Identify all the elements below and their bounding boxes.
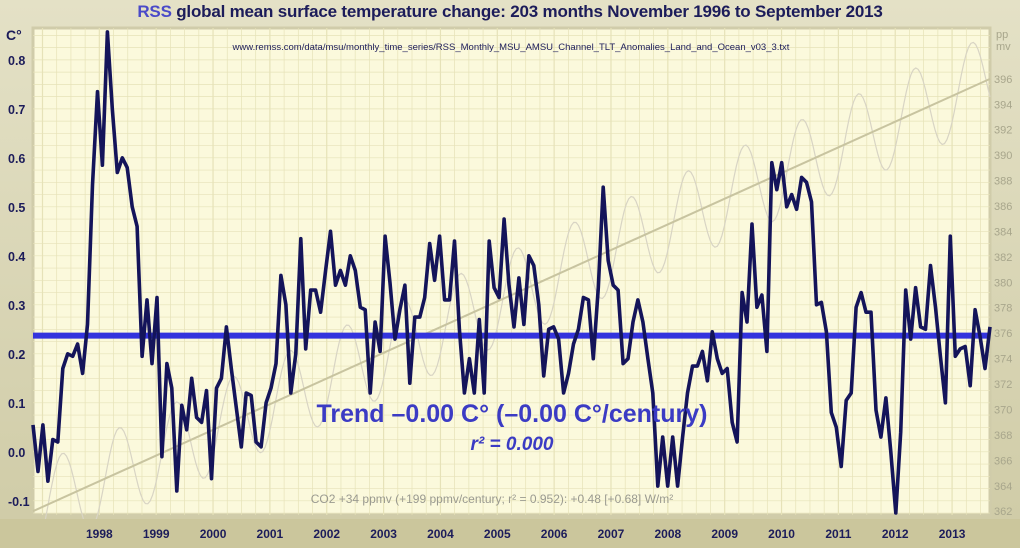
x-tick-label: 2000 — [200, 527, 227, 541]
co2-seasonal-line — [37, 41, 991, 548]
y-axis-label: C° — [6, 27, 22, 43]
y-tick-label: 0.8 — [8, 54, 25, 68]
title-text: global mean surface temperature change: … — [176, 2, 883, 21]
y2-tick-label: 374 — [994, 354, 1012, 366]
x-tick-label: 2002 — [313, 527, 340, 541]
x-tick-label: 2007 — [598, 527, 625, 541]
trend-annotation: Trend –0.00 C° (–0.00 C°/century) — [317, 400, 708, 428]
y-tick-label: 0.0 — [8, 446, 25, 460]
x-axis-band — [0, 519, 1020, 548]
y-tick-label: 0.6 — [8, 152, 25, 166]
x-tick-label: 2010 — [768, 527, 795, 541]
source-url: www.remss.com/data/msu/monthly_time_seri… — [232, 42, 790, 53]
y2-tick-label: 392 — [994, 125, 1012, 137]
y2-tick-label: 376 — [994, 328, 1012, 340]
y2-tick-label: 368 — [994, 430, 1012, 442]
r2-annotation: r² = 0.000 — [471, 434, 554, 455]
y-tick-label: 0.3 — [8, 299, 25, 313]
x-tick-label: 1998 — [86, 527, 113, 541]
y2-tick-label: 388 — [994, 176, 1012, 188]
y2-tick-label: 378 — [994, 303, 1012, 315]
y2-tick-label: 386 — [994, 201, 1012, 213]
x-tick-label: 2011 — [825, 527, 851, 541]
y2-tick-label: 394 — [994, 99, 1012, 111]
x-tick-label: 2005 — [484, 527, 511, 541]
x-tick-label: 2008 — [654, 527, 681, 541]
chart-title: RSS global mean surface temperature chan… — [0, 2, 1020, 22]
y2-axis-label: mv — [996, 41, 1011, 53]
y-tick-label: 0.7 — [8, 103, 25, 117]
y2-tick-label: 372 — [994, 379, 1012, 391]
x-tick-label: 2009 — [711, 527, 738, 541]
y2-tick-label: 396 — [994, 74, 1012, 86]
x-tick-label: 2012 — [882, 527, 909, 541]
x-tick-label: 2003 — [370, 527, 397, 541]
x-tick-label: 2013 — [939, 527, 966, 541]
title-rss: RSS — [137, 2, 172, 21]
y2-tick-label: 380 — [994, 277, 1012, 289]
x-tick-label: 2006 — [541, 527, 568, 541]
y2-tick-label: 370 — [994, 404, 1012, 416]
x-tick-label: 1999 — [143, 527, 170, 541]
y-tick-label: -0.1 — [8, 495, 30, 509]
temperature-series-line — [31, 30, 992, 515]
y2-tick-label: 384 — [994, 226, 1012, 238]
y-tick-label: 0.5 — [8, 201, 25, 215]
co2-annotation: CO2 +34 ppmv (+199 ppmv/century; r² = 0.… — [311, 492, 674, 506]
y2-tick-label: 390 — [994, 150, 1012, 162]
y2-tick-label: 364 — [994, 481, 1012, 493]
y-tick-label: 0.2 — [8, 348, 25, 362]
y2-tick-label: 382 — [994, 252, 1012, 264]
y2-tick-label: 366 — [994, 455, 1012, 467]
y-tick-label: 0.4 — [8, 250, 25, 264]
y2-axis-label: pp — [996, 29, 1008, 41]
y2-tick-label: 362 — [994, 506, 1012, 518]
x-tick-label: 2001 — [257, 527, 284, 541]
y-tick-label: 0.1 — [8, 397, 25, 411]
x-tick-label: 2004 — [427, 527, 454, 541]
